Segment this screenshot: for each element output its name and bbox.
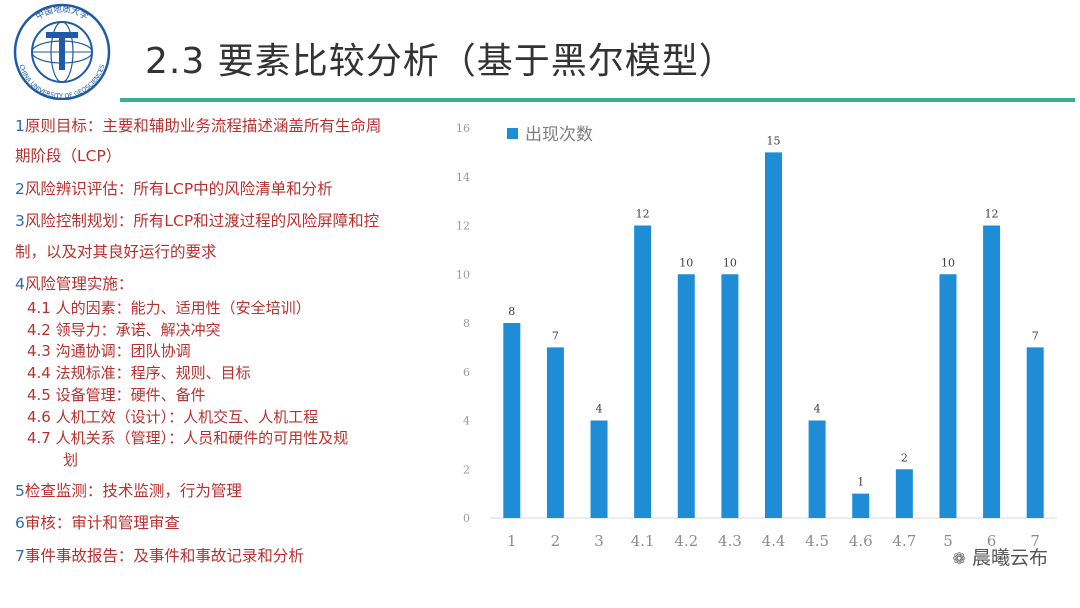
y-tick-label: 8 [463, 317, 470, 330]
outline-item-2: 2风险辨识评估：所有LCP中的风险清单和分析 [15, 178, 445, 200]
x-tick-label: 4.5 [805, 532, 829, 550]
bar-4.3 [721, 274, 739, 518]
outline-num: 7 [15, 546, 25, 565]
data-label: 1 [857, 476, 864, 489]
outline-num: 6 [15, 514, 25, 533]
data-label: 10 [679, 256, 693, 269]
outline-subitem-4-4: 4.4 法规标准：程序、规则、目标 [27, 364, 251, 383]
outline-num: 4 [15, 275, 25, 294]
outline-text-cont: 期阶段（LCP） [15, 147, 122, 166]
outline-item-5: 5检查监测：技术监测，行为管理 [15, 480, 445, 502]
outline-num: 2 [15, 179, 25, 198]
x-tick-label: 4.6 [849, 532, 873, 550]
data-label: 10 [941, 256, 955, 269]
bar-2 [546, 347, 564, 518]
data-label: 2 [901, 451, 908, 464]
y-tick-label: 4 [463, 415, 470, 428]
outline-item-1: 1原则目标：主要和辅助业务流程描述涵盖所有生命周 期阶段（LCP） [15, 115, 445, 168]
bar-4.6 [852, 493, 870, 518]
x-tick-label: 4.3 [718, 532, 742, 550]
outline-subitem-4-2: 4.2 领导力：承诺、解决冲突 [27, 320, 221, 339]
y-tick-label: 2 [463, 463, 470, 476]
outline-item-7: 7事件事故报告：及事件和事故记录和分析 [15, 545, 445, 567]
x-tick-label: 5 [943, 532, 953, 550]
y-tick-label: 10 [456, 268, 470, 281]
outline-subitem-4-6: 4.6 人机工效（设计）：人机交互、人机工程 [27, 407, 319, 426]
x-tick-label: 4.7 [892, 532, 916, 550]
y-tick-label: 6 [463, 366, 470, 379]
data-label: 4 [596, 403, 603, 416]
x-tick-label: 4.4 [762, 532, 786, 550]
data-label: 4 [814, 403, 821, 416]
outline-subitem-4-3: 4.3 沟通协调：团队协调 [27, 342, 191, 361]
y-tick-label: 0 [463, 512, 470, 525]
outline-subitem-4-5: 4.5 设备管理：硬件、备件 [27, 385, 206, 404]
bar-4.4 [765, 152, 782, 518]
outline-list: 1原则目标：主要和辅助业务流程描述涵盖所有生命周 期阶段（LCP） 2风险辨识评… [15, 115, 445, 577]
watermark-text: 晨曦云布 [971, 547, 1048, 569]
y-tick-label: 14 [456, 171, 470, 184]
wechat-icon: ❁ [952, 549, 966, 568]
bar-chart: 0246810121416817243124.1104.2104.3154.44… [456, 122, 1057, 550]
data-label: 12 [636, 208, 650, 221]
legend-swatch [507, 128, 518, 139]
x-tick-label: 7 [1030, 532, 1040, 550]
outline-sublist: 4.1 人的因素：能力、适用性（安全培训） 4.2 领导力：承诺、解决冲突 4.… [15, 298, 445, 472]
outline-text: 风险控制规划：所有LCP和过渡过程的风险屏障和控 [24, 212, 380, 231]
outline-text-cont: 制，以及对其良好运行的要求 [15, 242, 217, 261]
outline-num: 5 [15, 481, 25, 500]
bar-4.7 [895, 469, 913, 518]
outline-subitem-4-7-cont: 划 [63, 451, 79, 470]
x-tick-label: 1 [507, 532, 517, 550]
outline-item-4: 4风险管理实施： [15, 273, 445, 295]
outline-num: 1 [15, 117, 25, 135]
legend-label: 出现次数 [525, 125, 593, 145]
outline-text: 检查监测：技术监测，行为管理 [24, 481, 242, 500]
bar-3 [590, 420, 608, 518]
x-tick-label: 4.2 [674, 532, 698, 550]
x-tick-label: 6 [987, 532, 997, 550]
bar-6 [983, 225, 1001, 518]
outline-text: 原则目标：主要和辅助业务流程描述涵盖所有生命周 [24, 117, 382, 135]
bar-4.5 [808, 420, 826, 518]
bar-4.2 [677, 274, 695, 518]
data-label: 7 [552, 329, 559, 342]
title-divider [120, 98, 1075, 102]
x-tick-label: 4.1 [631, 532, 655, 550]
outline-subitem-4-7: 4.7 人机关系（管理）：人员和硬件的可用性及规 [27, 429, 349, 448]
bar-7 [1026, 347, 1044, 518]
page-title: 2.3 要素比较分析（基于黑尔模型） [145, 41, 736, 82]
outline-text: 风险辨识评估：所有LCP中的风险清单和分析 [24, 179, 333, 198]
outline-text: 审核：审计和管理审查 [24, 514, 180, 533]
data-label: 8 [508, 305, 515, 318]
outline-text: 事件事故报告：及事件和事故记录和分析 [24, 546, 304, 565]
y-tick-label: 12 [456, 220, 470, 233]
x-tick-label: 3 [594, 532, 604, 550]
bar-1 [503, 323, 521, 518]
x-tick-label: 2 [551, 532, 561, 550]
data-label: 12 [985, 208, 999, 221]
bar-5 [939, 274, 957, 518]
watermark: ❁ 晨曦云布 [953, 543, 1048, 570]
outline-item-6: 6审核：审计和管理审查 [15, 512, 445, 534]
outline-subitem-4-1: 4.1 人的因素：能力、适用性（安全培训） [27, 298, 311, 317]
data-label: 10 [723, 256, 737, 269]
y-tick-label: 16 [456, 122, 470, 135]
bar-4.1 [634, 225, 652, 518]
outline-item-3: 3风险控制规划：所有LCP和过渡过程的风险屏障和控 制，以及对其良好运行的要求 [15, 210, 445, 263]
outline-num: 3 [15, 212, 25, 231]
outline-text: 风险管理实施： [24, 275, 134, 294]
data-label: 15 [767, 134, 781, 147]
university-logo: 中国地质大学 CHINA UNIVERSITY OF GEOSCIENCES [13, 3, 111, 100]
data-label: 7 [1032, 329, 1039, 342]
